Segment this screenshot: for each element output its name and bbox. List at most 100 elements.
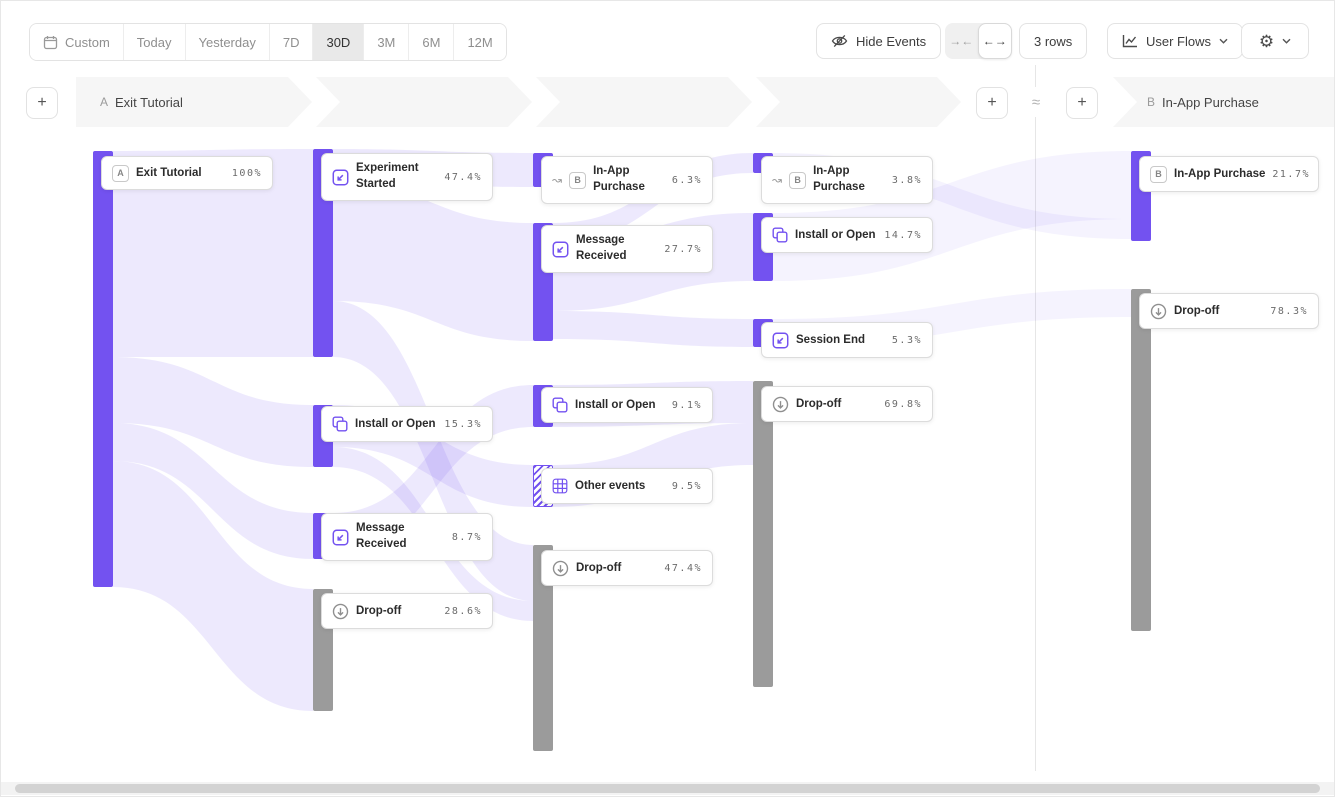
date-range-12m[interactable]: 12M (453, 24, 506, 60)
node-card-exit-tutorial[interactable]: A Exit Tutorial 100% (101, 156, 273, 190)
node-percent: 15.3% (444, 418, 482, 430)
node-percent: 47.4% (664, 562, 702, 574)
node-title: Exit Tutorial (136, 167, 202, 179)
date-range-label: Today (136, 34, 172, 50)
node-title: Message Received (356, 522, 407, 550)
date-range-yesterday[interactable]: Yesterday (184, 24, 269, 60)
node-title: Other events (575, 480, 646, 492)
flow-start-label[interactable]: A Exit Tutorial (100, 77, 183, 127)
node-card-install-or-open[interactable]: Install or Open 9.1% (541, 387, 713, 423)
node-title: In-App Purchase (813, 165, 865, 193)
date-range-segmented-control: Custom Today Yesterday 7D 30D 3M 6M 12M (29, 23, 507, 61)
date-range-7d[interactable]: 7D (268, 24, 313, 60)
node-percent: 69.8% (884, 398, 922, 410)
node-percent: 78.3% (1270, 305, 1308, 317)
node-title: Install or Open (575, 399, 656, 411)
settings-button[interactable]: ⚙ (1241, 23, 1309, 59)
date-range-label: 30D (326, 34, 351, 50)
flow-step-chevron (316, 77, 532, 127)
flow-gap-indicator: ≈ (1022, 87, 1050, 117)
event-b-badge: B (789, 171, 807, 189)
node-card-install-or-open[interactable]: Install or Open 14.7% (761, 217, 933, 253)
add-step-end-of-flow-button[interactable]: + (976, 87, 1008, 119)
calendar-icon (43, 35, 58, 50)
flow-step-chevron (536, 77, 752, 127)
date-range-label: 7D (282, 34, 300, 50)
node-percent: 21.7% (1272, 168, 1310, 180)
flow-link-icon: ↝ (772, 173, 783, 187)
chart-icon (1122, 34, 1138, 48)
node-card-message-received[interactable]: Message Received 8.7% (321, 513, 493, 561)
date-range-today[interactable]: Today (122, 24, 185, 60)
date-range-6m[interactable]: 6M (408, 24, 454, 60)
node-title: Install or Open (795, 229, 876, 241)
node-percent: 6.3% (671, 174, 702, 186)
copy-icon (552, 397, 568, 413)
node-title: Drop-off (1174, 305, 1220, 317)
view-selector[interactable]: User Flows (1107, 23, 1244, 59)
node-card-experiment-started[interactable]: Experiment Started 47.4% (321, 153, 493, 201)
node-percent: 9.1% (671, 399, 702, 411)
date-range-3m[interactable]: 3M (363, 24, 409, 60)
end-title: In-App Purchase (1162, 94, 1259, 110)
copy-icon (772, 227, 788, 243)
date-range-30d[interactable]: 30D (312, 24, 364, 60)
node-title: Session End (796, 334, 866, 346)
node-bar-drop-off[interactable] (753, 381, 773, 687)
node-title: In-App Purchase (593, 165, 645, 193)
view-label: User Flows (1146, 33, 1212, 49)
date-range-custom[interactable]: Custom (30, 24, 123, 60)
flow-target-chevron (1113, 77, 1334, 127)
node-card-other-events[interactable]: Other events 9.5% (541, 468, 713, 504)
node-card-session-end[interactable]: Session End 5.3% (761, 322, 933, 358)
date-range-label: Yesterday (198, 34, 256, 50)
collapse-columns-button[interactable]: →← (945, 23, 978, 59)
flow-section-divider (1035, 65, 1036, 771)
date-range-label: 12M (467, 34, 493, 50)
node-card-drop-off[interactable]: Drop-off 28.6% (321, 593, 493, 629)
add-step-start-button[interactable]: + (26, 87, 58, 119)
flow-end-label[interactable]: B In-App Purchase (1147, 77, 1259, 127)
start-title: Exit Tutorial (115, 94, 183, 110)
node-card-in-app-purchase[interactable]: ↝ B In-App Purchase 3.8% (761, 156, 933, 204)
copy-icon (332, 416, 348, 432)
event-b-badge: B (1150, 165, 1167, 183)
hide-events-button[interactable]: Hide Events (816, 23, 942, 59)
node-bar-exit-tutorial[interactable] (93, 151, 113, 587)
flow-step-chevron (76, 77, 312, 127)
rows-button[interactable]: 3 rows (1019, 23, 1088, 59)
chevron-down-icon (1282, 38, 1291, 44)
expand-columns-button[interactable]: ←→ (977, 23, 1012, 59)
chevron-down-icon (1219, 38, 1228, 44)
drop-off-icon (332, 603, 349, 620)
horizontal-scrollbar-thumb[interactable] (15, 784, 1320, 793)
flow-step-chevron (756, 77, 961, 127)
node-percent: 28.6% (444, 605, 482, 617)
node-card-in-app-purchase[interactable]: ↝ B In-App Purchase 6.3% (541, 156, 713, 204)
node-card-message-received[interactable]: Message Received 27.7% (541, 225, 713, 273)
node-percent: 27.7% (664, 243, 702, 255)
hide-events-label: Hide Events (856, 33, 927, 49)
node-title: Message Received (576, 234, 627, 262)
node-card-install-or-open[interactable]: Install or Open 15.3% (321, 406, 493, 442)
plus-icon: + (37, 94, 47, 111)
spacing-toggle-group: →← ←→ (945, 23, 1012, 59)
event-icon (552, 241, 569, 258)
date-range-label: Custom (65, 34, 110, 50)
flow-link-icon: ↝ (552, 173, 563, 187)
node-title: Drop-off (576, 562, 622, 574)
node-card-drop-off-target[interactable]: Drop-off 78.3% (1139, 293, 1319, 329)
approx-icon: ≈ (1031, 93, 1041, 111)
node-card-drop-off[interactable]: Drop-off 69.8% (761, 386, 933, 422)
node-bar-drop-off[interactable] (533, 545, 553, 751)
node-title: Drop-off (796, 398, 842, 410)
node-bar-experiment-started[interactable] (313, 149, 333, 357)
add-step-before-target-button[interactable]: + (1066, 87, 1098, 119)
node-percent: 100% (231, 167, 262, 179)
node-card-in-app-purchase-target[interactable]: B In-App Purchase 21.7% (1139, 156, 1319, 192)
node-bar-drop-off-target[interactable] (1131, 289, 1151, 631)
node-card-drop-off[interactable]: Drop-off 47.4% (541, 550, 713, 586)
drop-off-icon (1150, 303, 1167, 320)
event-icon (332, 529, 349, 546)
